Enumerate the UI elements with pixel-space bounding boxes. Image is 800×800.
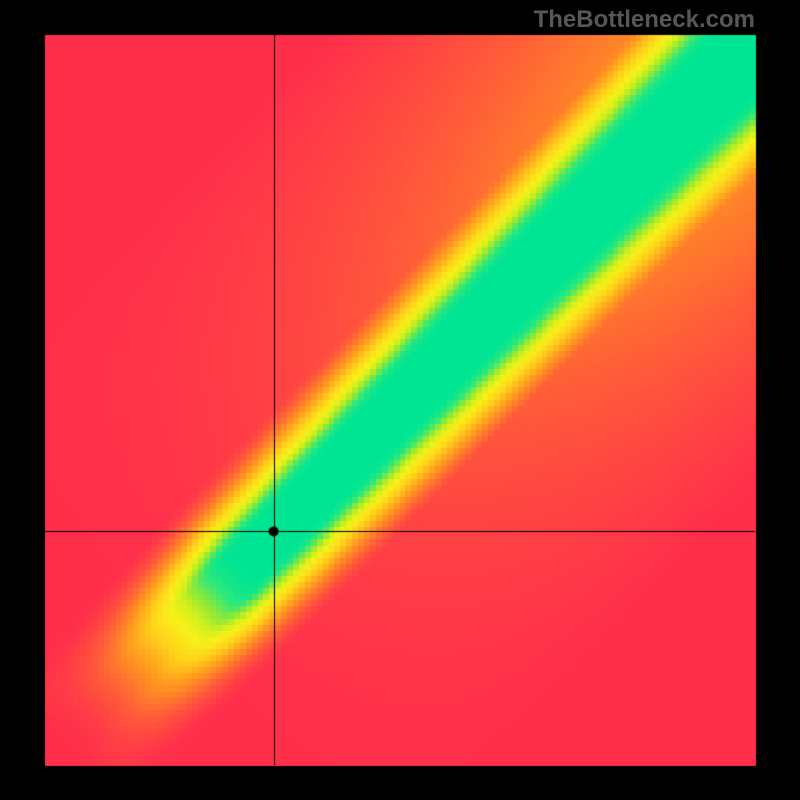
chart-container: TheBottleneck.com <box>0 0 800 800</box>
bottleneck-heatmap <box>0 0 800 800</box>
watermark-text: TheBottleneck.com <box>534 6 755 34</box>
